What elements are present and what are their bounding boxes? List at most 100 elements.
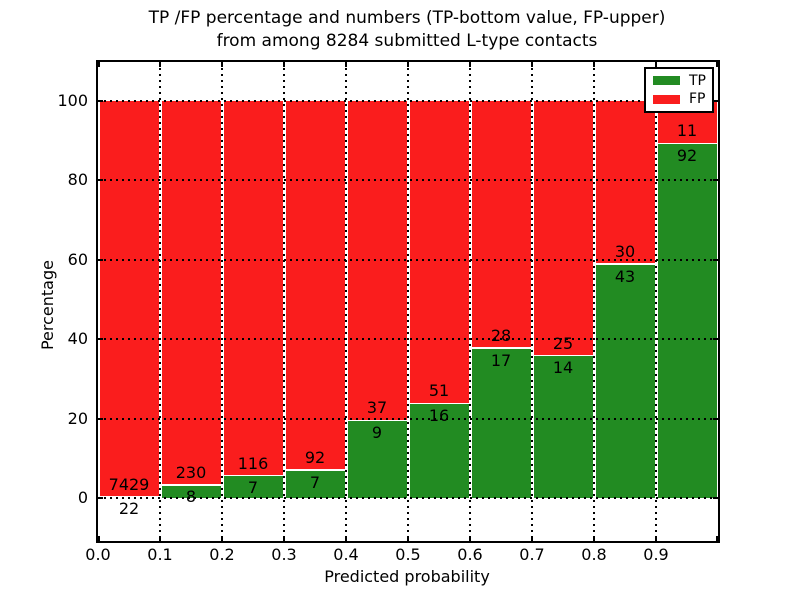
horizontal-gridline [98, 99, 718, 102]
y-tick-label: 100 [57, 90, 88, 110]
vertical-gridline [468, 62, 472, 541]
bar-label-fp: 7429 [108, 474, 150, 494]
x-tick-label: 0.7 [519, 545, 545, 564]
x-tick-label: 0.6 [457, 545, 483, 564]
x-tick-mark [98, 536, 100, 541]
x-tick-mark [407, 536, 409, 541]
x-tick-mark [221, 536, 223, 541]
x-tick-mark [469, 536, 471, 541]
y-tick-label: 60 [67, 249, 88, 269]
x-tick-label: 0.3 [271, 545, 297, 564]
bar-edge-line [595, 263, 655, 265]
x-tick-label: 0.1 [147, 545, 173, 564]
x-tick-mark [345, 62, 347, 67]
bar-edge-line [223, 474, 283, 477]
y-tick-mark [713, 497, 718, 500]
bar-segment-fp [223, 100, 283, 476]
x-tick-mark [593, 62, 595, 67]
vertical-gridline [344, 62, 348, 541]
bar-edge-line [533, 354, 593, 357]
x-tick-label: 0.8 [581, 545, 607, 564]
y-tick-mark [98, 338, 103, 341]
bar-segment-fp [595, 100, 655, 265]
y-tick-mark [713, 417, 718, 420]
y-tick-mark [98, 417, 103, 420]
legend-label-tp: TP [689, 72, 706, 89]
x-tick-mark [593, 536, 595, 541]
bar-edge-line [471, 347, 531, 349]
y-tick-mark [713, 258, 718, 261]
bar-label-fp: 116 [237, 453, 269, 473]
x-tick-mark [98, 62, 100, 67]
horizontal-gridline [98, 417, 718, 420]
bar-segment-tp [657, 143, 717, 499]
bar-segment-fp [471, 100, 531, 349]
chart-title-line1: TP /FP percentage and numbers (TP-bottom… [148, 8, 666, 28]
vertical-gridline [158, 62, 162, 541]
x-tick-mark [655, 62, 657, 67]
bar-edge-line [99, 496, 159, 498]
bar-label-tp: 17 [490, 350, 512, 370]
x-tick-mark [531, 62, 533, 67]
y-tick-label: 20 [67, 408, 88, 428]
x-tick-label: 0.4 [333, 545, 359, 564]
legend-item-fp: FP [646, 91, 712, 107]
y-tick-mark [98, 497, 103, 500]
bar-label-tp: 9 [371, 422, 383, 442]
bar-segment-tp [223, 475, 283, 499]
y-tick-mark [98, 179, 103, 182]
bar-segment-fp [99, 100, 159, 497]
horizontal-gridline [98, 179, 718, 182]
bar-segment-fp [285, 100, 345, 471]
y-tick-mark [98, 258, 103, 261]
bar-segment-tp [347, 420, 407, 499]
x-tick-mark [531, 536, 533, 541]
x-tick-label: 0.2 [209, 545, 235, 564]
bar-label-tp: 92 [676, 145, 698, 165]
bar-edge-line [409, 402, 469, 404]
bar-segment-fp [409, 100, 469, 404]
bar-label-tp: 7 [309, 472, 321, 492]
bar-segment-fp [161, 100, 221, 485]
legend-item-tp: TP [646, 73, 712, 89]
x-tick-label: 0.5 [395, 545, 421, 564]
bar-edge-line [161, 484, 221, 486]
x-tick-mark [159, 62, 161, 67]
bar-label-fp: 92 [304, 448, 326, 468]
x-tick-label: 0.9 [643, 545, 669, 564]
bar-label-fp: 230 [175, 462, 207, 482]
bar-label-fp: 25 [552, 333, 574, 353]
bar-segment-fp [533, 100, 593, 356]
plot-area: 7429 22 230 8 116 7 92 7 37 9 51 16 28 17 25 14 30 43 11 92 [96, 60, 720, 543]
chart-title: TP /FP percentage and numbers (TP-bottom… [97, 7, 717, 53]
y-tick-mark [713, 179, 718, 182]
bar-segment-tp [285, 470, 345, 499]
y-tick-mark [713, 338, 718, 341]
y-tick-label: 80 [67, 170, 88, 190]
bar-label-tp: 43 [614, 266, 636, 286]
legend: TP FP [644, 67, 714, 113]
chart-title-line2: from among 8284 submitted L-type contact… [216, 31, 598, 51]
bar-label-tp: 22 [118, 499, 140, 519]
horizontal-gridline [98, 338, 718, 341]
bar-label-fp: 11 [676, 121, 698, 141]
bar-segment-tp [161, 484, 221, 499]
bar-label-tp: 8 [185, 487, 197, 507]
y-tick-mark [98, 99, 103, 102]
vertical-gridline [220, 62, 224, 541]
bar-label-fp: 37 [366, 398, 388, 418]
bar-segment-tp [471, 348, 531, 499]
vertical-gridline [592, 62, 596, 541]
bar-segment-tp [595, 264, 655, 499]
x-tick-mark [159, 536, 161, 541]
vertical-gridline [406, 62, 410, 541]
bar-label-fp: 51 [428, 381, 450, 401]
tp-color-swatch [653, 76, 680, 86]
x-tick-mark [283, 62, 285, 67]
x-tick-mark [716, 62, 718, 67]
fp-color-swatch [653, 94, 680, 104]
y-tick-label: 0 [77, 488, 88, 508]
bar-label-tp: 14 [552, 358, 574, 378]
x-tick-mark [716, 536, 718, 541]
x-tick-mark [469, 62, 471, 67]
